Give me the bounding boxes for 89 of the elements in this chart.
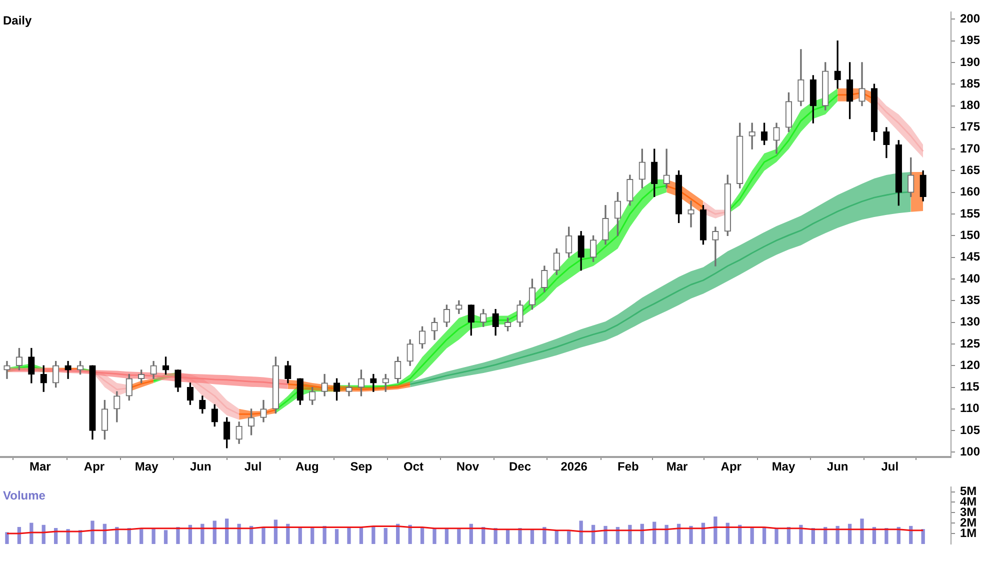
bar (860, 518, 864, 544)
bar (921, 529, 925, 544)
y-tick-label: 150 (960, 228, 980, 242)
bar (420, 526, 424, 544)
bar (90, 520, 94, 544)
bar (542, 526, 546, 544)
x-tick-label: Jul (244, 460, 262, 474)
x-tick-label: Mar (666, 460, 688, 474)
y-tick-label: 195 (960, 33, 980, 48)
candlestick (712, 226, 719, 266)
bar (774, 529, 778, 544)
bar (298, 526, 302, 544)
candlestick (663, 148, 670, 188)
bar (408, 524, 412, 544)
x-tick-label: Sep (350, 460, 372, 474)
bar (164, 530, 168, 544)
bar (799, 524, 803, 544)
bar (604, 526, 608, 544)
bar (689, 526, 693, 544)
x-tick-label: Mar (29, 460, 52, 474)
bar (518, 528, 522, 544)
bar (66, 529, 70, 544)
y-tick-label: 190 (960, 54, 980, 69)
bar (579, 520, 583, 544)
bar (714, 516, 718, 544)
bar (310, 528, 314, 544)
bar (176, 526, 180, 544)
bar (359, 526, 364, 544)
chart-title: Volume (3, 488, 46, 503)
candlestick (834, 40, 841, 89)
bar (664, 524, 668, 544)
y-tick-label: 120 (960, 358, 980, 372)
x-tick-label: Oct (404, 460, 424, 474)
bar (836, 526, 840, 544)
candlestick (688, 200, 694, 228)
bar (262, 528, 266, 544)
bar (762, 528, 766, 544)
y-tick-label: 185 (960, 76, 980, 90)
bar (432, 528, 436, 544)
bar (225, 518, 229, 544)
y-tick-label: 175 (960, 120, 980, 134)
bar (750, 526, 754, 544)
bar (347, 528, 351, 544)
y-tick-label: 115 (960, 380, 980, 394)
bar (5, 532, 9, 544)
y-tick-label: 135 (960, 292, 980, 307)
y-tick-label: 130 (960, 314, 980, 329)
y-tick-label: 100 (960, 444, 980, 459)
y-tick-label: 165 (960, 163, 980, 178)
bar (152, 528, 156, 544)
bar (140, 529, 144, 544)
x-tick-label: May (772, 460, 796, 474)
bar (444, 528, 449, 544)
y-tick-label: 105 (960, 422, 980, 437)
y-tick-label: 200 (960, 11, 980, 26)
x-tick-label: Jul (881, 460, 899, 474)
bar (652, 522, 656, 544)
y-tick-label: 170 (960, 141, 980, 156)
bar (334, 529, 339, 544)
bar (567, 531, 571, 544)
chart-title: Daily (3, 14, 32, 28)
y-tick-label: 160 (960, 184, 980, 199)
x-tick-label: Aug (295, 460, 319, 474)
bar (212, 520, 216, 544)
bar (494, 528, 498, 544)
y-tick-label: 155 (960, 206, 980, 220)
bar (372, 526, 376, 544)
x-tick-label: Jun (190, 460, 212, 474)
bar (884, 528, 888, 544)
y-tick-label: 110 (960, 401, 980, 416)
x-tick-label: Feb (618, 460, 639, 474)
bar (274, 520, 278, 544)
bar (237, 524, 241, 544)
y-tick-label: 140 (960, 271, 980, 286)
x-tick-label: Dec (508, 460, 532, 474)
bar (322, 526, 326, 544)
x-tick-label: May (134, 460, 159, 474)
candlestick (748, 122, 756, 150)
x-tick-label: Apr (84, 460, 105, 474)
bar (457, 529, 461, 544)
bar (384, 528, 388, 544)
x-tick-label: 2026 (560, 460, 588, 474)
x-tick-label: Apr (720, 460, 742, 474)
y-tick-label: 125 (960, 336, 980, 350)
y-tick-label: 145 (960, 250, 980, 264)
x-tick-label: Nov (456, 460, 480, 474)
x-tick-label: Jun (826, 460, 848, 474)
y-tick-label: 180 (960, 98, 980, 112)
bar (628, 524, 632, 544)
